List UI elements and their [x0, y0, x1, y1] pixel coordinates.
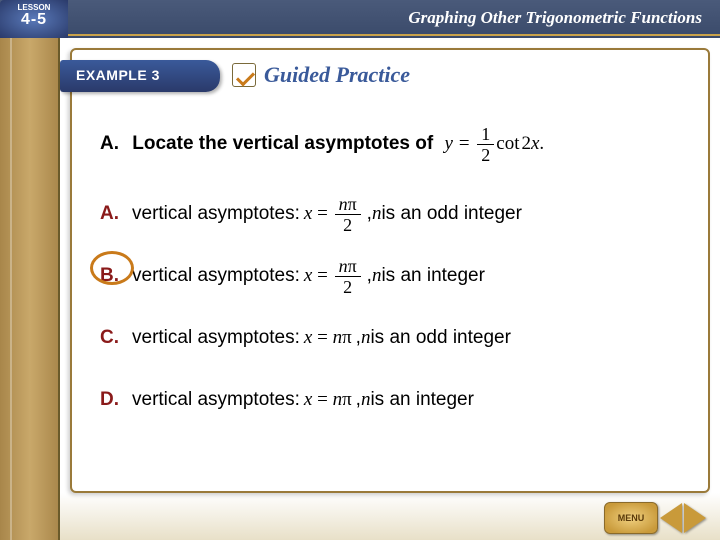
option-letter: A.	[100, 203, 132, 225]
left-strip	[0, 38, 60, 540]
question: A. Locate the vertical asymptotes of y =…	[100, 125, 680, 164]
option-text: vertical asymptotes: x = nπ, n is an odd…	[132, 327, 511, 349]
options-list: A. vertical asymptotes: x = nπ2 , n is a…	[100, 195, 680, 443]
top-bar: Graphing Other Trigonometric Functions	[0, 0, 720, 38]
lesson-badge: LESSON 4-5	[0, 0, 68, 38]
option-d[interactable]: D. vertical asymptotes: x = nπ, n is an …	[100, 381, 680, 419]
top-rule	[0, 34, 720, 36]
next-arrow-icon[interactable]	[684, 503, 706, 533]
question-equation: y = 12cot2x.	[445, 133, 545, 154]
chapter-title: Graphing Other Trigonometric Functions	[408, 8, 702, 28]
guided-label: Guided Practice	[264, 62, 410, 88]
checkmark-icon	[232, 63, 256, 87]
option-c[interactable]: C. vertical asymptotes: x = nπ, n is an …	[100, 319, 680, 357]
example-tab: EXAMPLE 3	[60, 60, 220, 92]
option-text: vertical asymptotes: x = nπ2 , n is an i…	[132, 257, 485, 296]
option-a[interactable]: A. vertical asymptotes: x = nπ2 , n is a…	[100, 195, 680, 233]
prev-arrow-icon[interactable]	[660, 503, 682, 533]
slide: Graphing Other Trigonometric Functions L…	[0, 0, 720, 540]
question-stem: Locate the vertical asymptotes of	[132, 133, 433, 154]
option-letter: C.	[100, 327, 132, 349]
example-label: EXAMPLE 3	[76, 67, 160, 83]
correct-circle-icon	[90, 251, 134, 285]
nav-controls: MENU	[604, 502, 706, 534]
option-text: vertical asymptotes: x = nπ2 , n is an o…	[132, 195, 522, 234]
option-b[interactable]: B. vertical asymptotes: x = nπ2 , n is a…	[100, 257, 680, 295]
menu-button[interactable]: MENU	[604, 502, 658, 534]
lesson-number: 4-5	[0, 12, 68, 28]
question-letter: A.	[100, 133, 119, 154]
guided-practice: Guided Practice	[232, 62, 410, 88]
option-letter: D.	[100, 389, 132, 411]
option-text: vertical asymptotes: x = nπ, n is an int…	[132, 389, 474, 411]
